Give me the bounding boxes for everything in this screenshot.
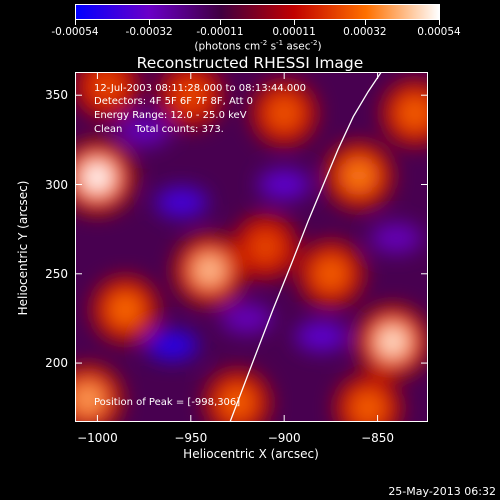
colorbar-units: (photons cm-2 s-1 asec-2) <box>194 39 322 53</box>
y-tick-label: 250 <box>45 266 68 281</box>
cold-spot <box>370 223 423 254</box>
colorbar-tick <box>75 20 76 25</box>
hot-spot <box>402 100 428 126</box>
cold-spot <box>295 321 348 352</box>
colorbar-tick <box>294 20 296 25</box>
hot-spot <box>75 385 102 413</box>
x-axis-label: Heliocentric X (arcsec) <box>183 447 319 461</box>
chart-title: Reconstructed RHESSI Image <box>136 54 364 72</box>
hot-spot <box>178 82 204 108</box>
colorbar-tick-label: 0.00054 <box>417 26 461 38</box>
hot-spot <box>252 234 279 260</box>
colorbar-tick-label: 0.00032 <box>343 26 387 38</box>
x-tick-label: −850 <box>361 431 395 445</box>
axis-tick-marks <box>75 72 428 422</box>
plot-border <box>75 72 428 422</box>
colorbar-tick <box>219 20 221 25</box>
footer-timestamp: 25-May-2013 06:32 <box>388 485 496 498</box>
x-tick-label: −950 <box>174 431 208 445</box>
colorbar-tick <box>364 20 366 25</box>
cold-spot <box>258 169 311 200</box>
hot-spot <box>94 73 120 99</box>
colorbar <box>75 4 440 20</box>
detectors-info: Detectors: 4F 5F 6F 7F 8F, Att 0 <box>94 96 254 107</box>
colorbar-tick <box>149 20 151 25</box>
y-tick-label: 200 <box>45 356 68 371</box>
cold-spot <box>118 115 171 146</box>
x-tick-label: −900 <box>267 431 301 445</box>
y-tick-label: 300 <box>45 177 68 192</box>
cold-spot <box>220 303 273 334</box>
solar-limb-curve <box>229 72 382 422</box>
clean-counts-info: Clean Total counts: 373. <box>94 124 224 135</box>
colorbar-tick <box>439 20 440 25</box>
cold-spot <box>146 330 199 361</box>
colorbar-tick-label: -0.00011 <box>196 26 244 38</box>
colorbar-tick-label: 0.00011 <box>272 26 316 38</box>
plot-area <box>75 72 428 422</box>
hot-spot <box>378 327 407 356</box>
hot-spot <box>355 394 382 421</box>
observation-time: 12-Jul-2003 08:11:28.000 to 08:13:44.000 <box>94 83 306 94</box>
colorbar-tick-label: -0.00054 <box>51 26 99 38</box>
peak-position: Position of Peak = [-998,306] <box>94 397 241 408</box>
energy-range-info: Energy Range: 12.0 - 25.0 keV <box>94 110 247 121</box>
colorbar-gradient <box>76 5 439 19</box>
hot-spot <box>83 163 112 192</box>
y-tick-label: 350 <box>45 88 68 103</box>
x-tick-label: −1000 <box>77 431 118 445</box>
hot-spot <box>318 260 344 287</box>
y-axis-label: Heliocentric Y (arcsec) <box>16 180 30 316</box>
hot-spot <box>271 100 297 126</box>
cold-spot <box>155 187 208 218</box>
colorbar-tick-label: -0.00032 <box>125 26 173 38</box>
hot-spot <box>195 256 224 284</box>
heatmap-svg <box>75 72 428 422</box>
hot-spot <box>112 296 139 323</box>
hot-spot <box>345 162 373 189</box>
